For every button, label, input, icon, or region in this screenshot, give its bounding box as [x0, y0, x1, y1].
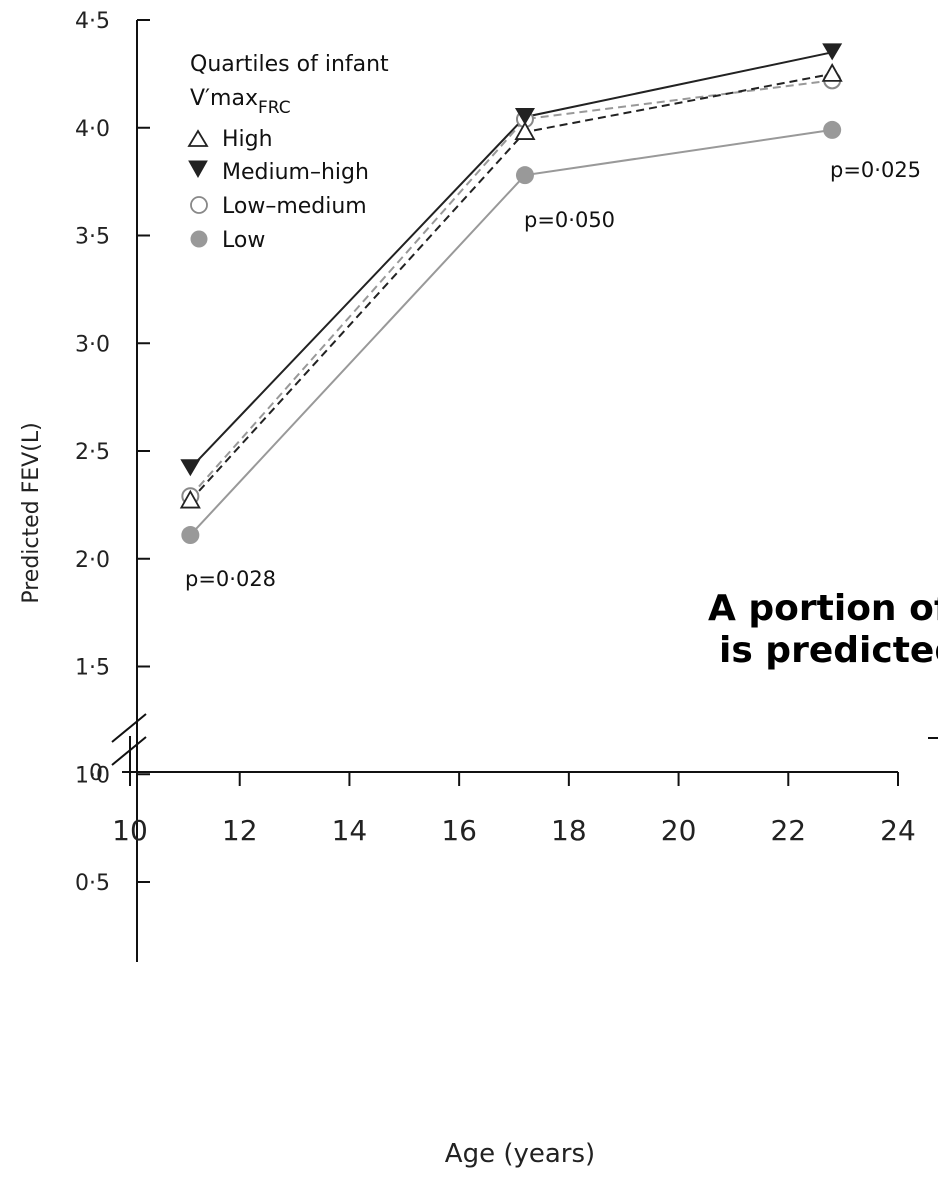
point-high — [514, 121, 536, 140]
point-low — [515, 166, 534, 185]
y-tick-label: 0·5 — [75, 871, 110, 896]
x-tick-label: 20 — [661, 814, 697, 847]
x-tick-label: 14 — [332, 814, 368, 847]
x-tick-label: 18 — [551, 814, 587, 847]
legend-medium-high-label: Medium–high — [222, 160, 369, 185]
legend-medium-high-triangle-icon — [188, 160, 208, 179]
x-tick-label: 10 — [112, 814, 148, 847]
point-medium-high — [180, 459, 201, 477]
x-tick-label: 22 — [770, 814, 806, 847]
y-ticks: 0·5 1·0 1·5 2·0 2·5 3·0 3·5 4·0 4·5 — [75, 9, 150, 896]
legend: Quartiles of infant V′maxFRC High Medium… — [187, 52, 389, 253]
legend-low-label: Low — [222, 228, 265, 253]
point-medium-high — [822, 43, 843, 61]
legend-title-main: V′max — [190, 86, 258, 111]
axis-break-mark-1 — [111, 713, 147, 743]
overlay-line2: is predicted — [719, 630, 938, 671]
legend-low-circle-icon — [190, 230, 208, 248]
y-tick-label: 3·0 — [75, 332, 110, 357]
y-tick-label: 1·0 — [75, 763, 110, 788]
x-ticks: 10 12 14 16 18 20 22 24 — [112, 772, 916, 847]
y-tick-label: 4·5 — [75, 9, 110, 34]
series-line-low — [189, 128, 833, 536]
x-tick-label: 12 — [222, 814, 258, 847]
legend-title-sub: FRC — [258, 98, 291, 118]
legend-title-line2: V′maxFRC — [190, 86, 291, 118]
legend-high-label: High — [222, 127, 273, 152]
series-line-low-medium — [189, 79, 833, 497]
x-tick-label: 24 — [880, 814, 916, 847]
point-low — [823, 120, 842, 139]
legend-title-line1: Quartiles of infant — [190, 52, 389, 77]
series-layer — [179, 43, 843, 545]
y-tick-label: 2·0 — [75, 548, 110, 573]
y-tick-label-zero: 0 — [89, 761, 103, 786]
point-low — [181, 526, 200, 545]
pvalue-age11: p=0·028 — [185, 567, 276, 591]
pvalue-age23: p=0·025 — [830, 158, 921, 182]
x-axis-label: Age (years) — [445, 1139, 595, 1169]
point-high — [179, 489, 201, 509]
overlay-line1: A portion of — [708, 588, 938, 629]
legend-low-medium-label: Low–medium — [222, 194, 367, 219]
y-tick-label: 3·5 — [75, 225, 110, 250]
point-medium-high — [514, 107, 535, 125]
axis-break-mark-2 — [111, 736, 147, 766]
series-line-high — [189, 72, 833, 502]
y-tick-label: 1·5 — [75, 656, 110, 681]
y-tick-label: 4·0 — [75, 117, 110, 142]
x-tick-label: 16 — [441, 814, 477, 847]
legend-low-medium-circle-icon — [190, 196, 208, 214]
point-high — [821, 63, 843, 82]
y-tick-label: 2·5 — [75, 440, 110, 465]
pvalue-age17: p=0·050 — [524, 208, 615, 232]
y-axis-label: Predicted FEV(L) — [19, 422, 44, 603]
legend-high-triangle-icon — [187, 129, 209, 147]
